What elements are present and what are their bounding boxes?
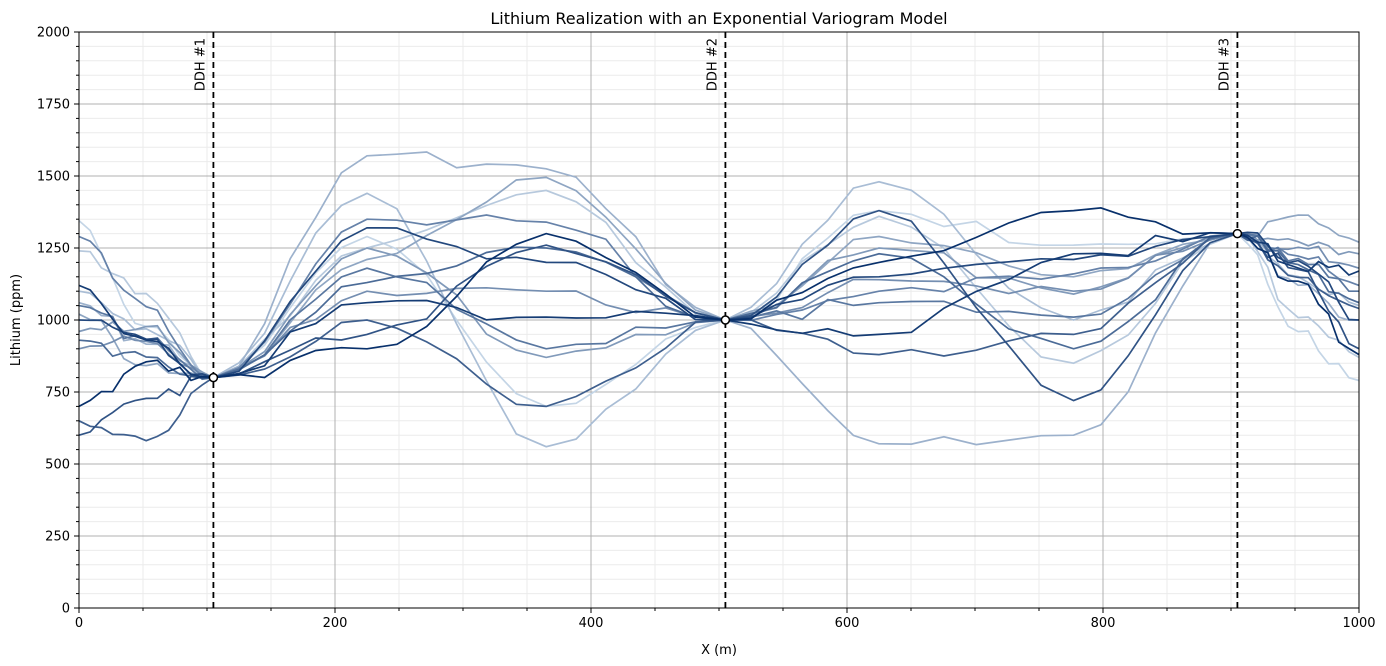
y-tick-label: 0 [62,602,70,617]
drillhole-sample-point [720,315,731,325]
drillhole-group: DDH #1 DDH #2 DDH #3 [193,32,1243,608]
y-tick-label: 1250 [37,242,70,257]
drillhole-sample-point [208,372,219,383]
y-tick-label: 250 [45,530,70,545]
chart-title: Lithium Realization with an Exponential … [490,9,947,28]
y-tick-label: 750 [45,386,70,401]
y-axis: 0 250 500 750 1000 1250 1500 1750 2000 [37,26,79,617]
x-tick-label: 400 [579,616,604,631]
x-axis-label: X (m) [701,643,737,658]
x-axis: 0 200 400 600 800 1000 [75,608,1376,631]
y-tick-label: 1000 [37,314,70,329]
y-tick-label: 1750 [37,98,70,113]
drillhole-label: DDH #2 [705,38,720,91]
x-tick-label: 200 [323,616,348,631]
y-tick-label: 1500 [37,170,70,185]
x-tick-label: 600 [835,616,860,631]
x-tick-label: 1000 [1342,616,1375,631]
grid [78,31,1360,609]
x-tick-label: 0 [75,616,83,631]
x-tick-label: 800 [1091,616,1116,631]
drillhole-label: DDH #1 [193,38,208,91]
y-tick-label: 2000 [37,26,70,41]
drillhole-label: DDH #3 [1217,38,1232,91]
y-tick-label: 500 [45,458,70,473]
y-axis-label: Lithium (ppm) [9,274,24,366]
drillhole-sample-point [1232,228,1243,239]
